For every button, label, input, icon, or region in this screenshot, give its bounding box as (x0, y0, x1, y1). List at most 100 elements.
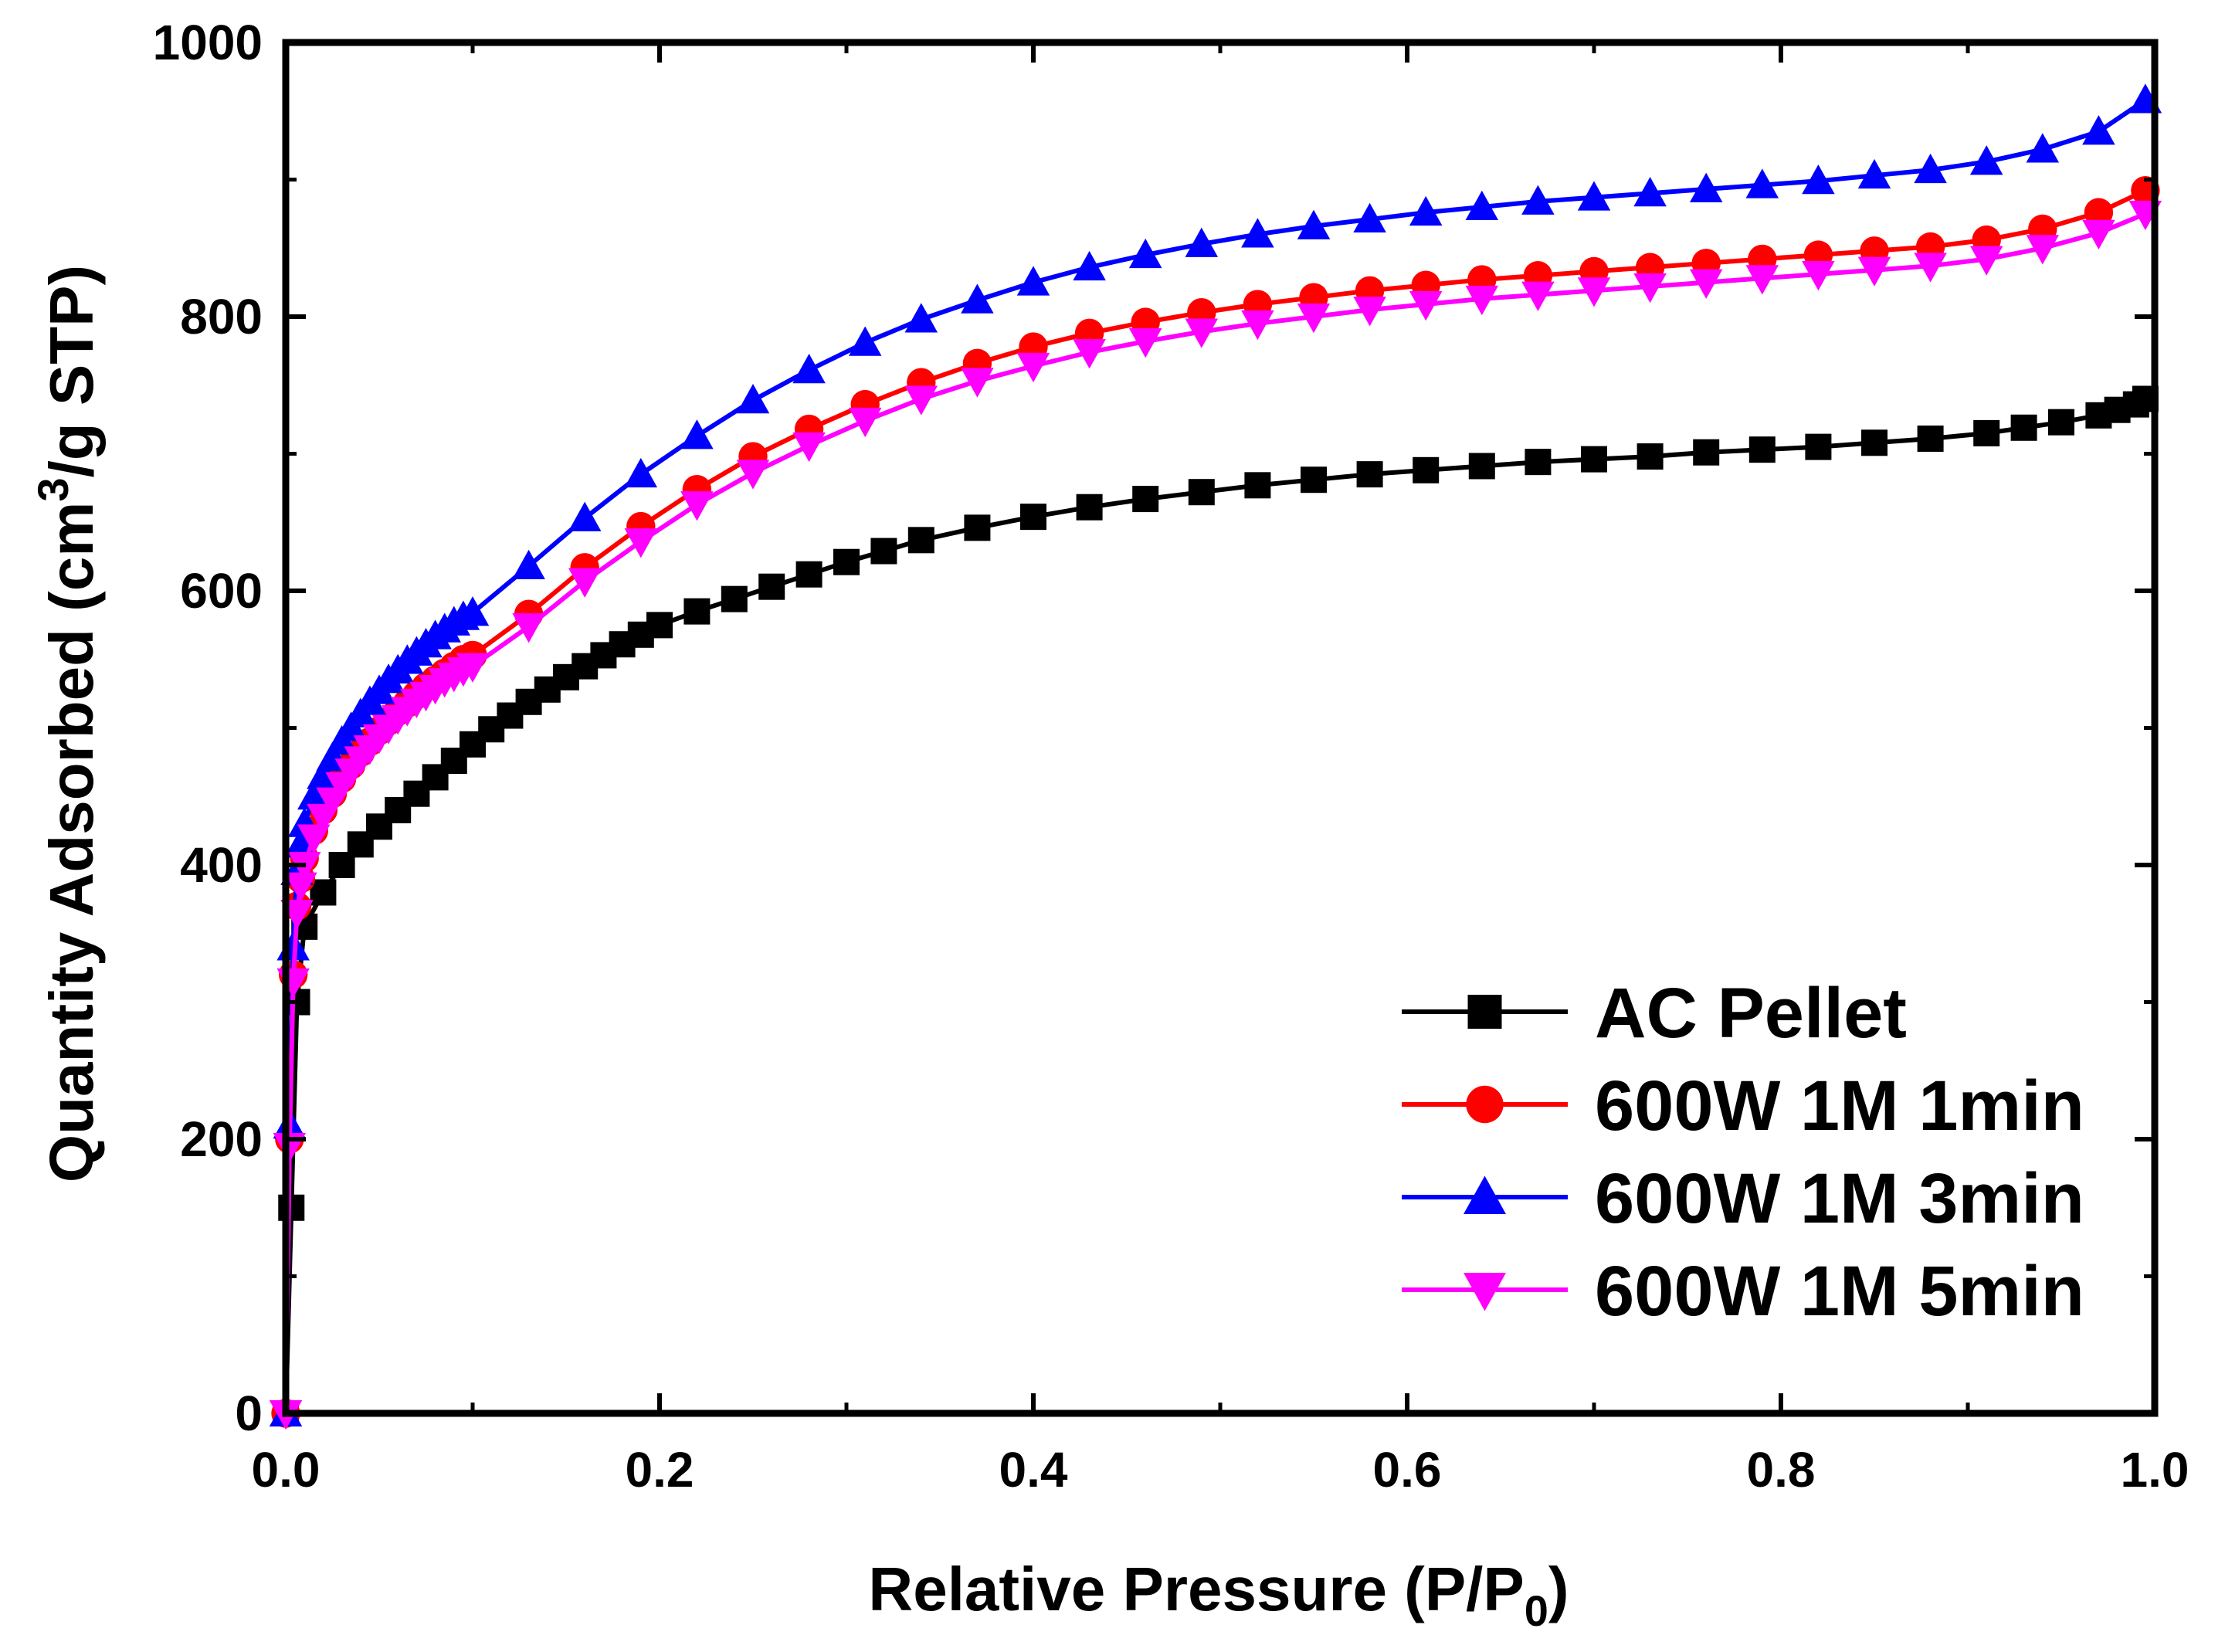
data-point-3-41 (1465, 285, 1499, 316)
y-tick-label: 600 (180, 563, 263, 619)
series-3 (269, 200, 2162, 1430)
y-tick-label: 0 (235, 1386, 263, 1441)
y-axis-title-superscript: 3 (29, 477, 77, 501)
legend-item-1: 600W 1M 1min (1402, 1067, 2084, 1145)
data-point-2-37 (1241, 218, 1274, 248)
data-point-0-49 (2010, 414, 2037, 441)
data-point-3-51 (2026, 235, 2060, 265)
data-point-2-35 (1128, 238, 1162, 269)
data-point-3-44 (1633, 273, 1667, 304)
series-2 (269, 83, 2162, 1426)
data-point-3-24 (512, 613, 545, 643)
y-axis-title-end: /g STP) (37, 265, 106, 478)
data-point-0-44 (1748, 436, 1776, 463)
data-point-3-4 (284, 872, 317, 902)
legend-label-2: 600W 1M 3min (1595, 1159, 2084, 1238)
x-tick-label: 0.0 (252, 1442, 321, 1498)
data-point-2-29 (792, 353, 826, 384)
data-point-3-25 (568, 568, 602, 598)
y-axis-title: Quantity Adsorbed (cm3/g STP) (29, 265, 106, 1182)
y-tick-label: 800 (180, 289, 263, 344)
data-point-0-43 (1693, 439, 1720, 466)
data-point-1-52 (2084, 198, 2114, 227)
data-point-3-36 (1185, 318, 1219, 348)
data-point-3-52 (2082, 219, 2115, 249)
data-point-3-6 (297, 824, 331, 854)
data-point-0-41 (1581, 446, 1607, 473)
data-point-0-47 (1917, 425, 1944, 452)
data-point-2-27 (680, 419, 714, 449)
data-point-0-39 (1468, 453, 1495, 480)
data-point-3-32 (961, 368, 994, 398)
data-point-3-38 (1297, 304, 1331, 334)
data-point-0-24 (721, 585, 748, 612)
data-point-0-28 (870, 538, 897, 565)
data-point-3-45 (1689, 269, 1723, 299)
legend-marker-1 (1466, 1085, 1504, 1124)
data-point-3-47 (1802, 260, 1835, 291)
series-0 (273, 385, 2159, 1426)
data-point-3-26 (624, 528, 658, 558)
data-point-2-51 (2026, 133, 2060, 163)
x-axis-title-main: Relative Pressure (P/P (868, 1555, 1524, 1623)
data-point-0-46 (1861, 429, 1888, 456)
data-point-0-50 (2048, 409, 2074, 436)
data-point-0-30 (964, 514, 991, 541)
data-point-0-22 (646, 612, 673, 639)
x-axis-title-subscript: 0 (1525, 1586, 1548, 1635)
data-point-2-28 (736, 384, 770, 414)
data-point-2-52 (2082, 115, 2115, 145)
data-point-0-25 (758, 573, 785, 600)
data-point-0-27 (833, 548, 860, 575)
data-point-0-40 (1525, 449, 1552, 476)
data-point-2-32 (961, 283, 994, 314)
data-point-2-30 (848, 326, 882, 356)
plot-content (269, 83, 2162, 1430)
data-point-3-23 (456, 653, 490, 683)
data-point-2-45 (1689, 172, 1723, 202)
data-point-0-34 (1188, 479, 1215, 506)
data-point-2-42 (1521, 185, 1555, 215)
legend-item-0: AC Pellet (1402, 974, 1907, 1053)
legend-label-1: 600W 1M 1min (1595, 1067, 2084, 1145)
data-point-3-40 (1409, 291, 1443, 321)
data-point-0-1 (278, 1194, 305, 1221)
data-point-0-26 (795, 561, 823, 588)
data-point-2-23 (456, 596, 490, 626)
data-point-0-4 (310, 879, 337, 906)
y-axis-title-main: Quantity Adsorbed (cm (37, 502, 106, 1183)
data-point-0-37 (1356, 461, 1383, 488)
legend-label-3: 600W 1M 5min (1595, 1252, 2084, 1331)
x-tick-label: 0.2 (626, 1442, 694, 1498)
data-point-2-34 (1073, 250, 1106, 281)
legend: AC Pellet 600W 1M 1min 600W 1M 3min 600W 1M… (1402, 974, 2084, 1331)
data-point-2-47 (1802, 165, 1835, 195)
data-point-3-48 (1857, 256, 1891, 287)
data-point-2-31 (904, 303, 938, 333)
axes: 0.0 0.2 0.4 0.6 0.8 1.0 0 200 400 600 800 1000 (153, 15, 2189, 1498)
data-point-2-44 (1633, 177, 1667, 207)
x-tick-label: 1.0 (2121, 1442, 2189, 1498)
data-point-0-23 (683, 598, 711, 625)
data-point-2-46 (1745, 168, 1779, 198)
data-point-3-28 (736, 460, 770, 490)
data-point-2-49 (1914, 153, 1947, 184)
legend-item-2: 600W 1M 3min (1402, 1159, 2084, 1238)
x-axis-title: Relative Pressure (P/P0) (868, 1555, 1569, 1635)
data-point-0-45 (1805, 433, 1832, 460)
data-point-3-29 (792, 432, 826, 463)
x-tick-label: 0.6 (1373, 1442, 1442, 1498)
x-axis-title-end: ) (1548, 1555, 1569, 1623)
data-point-2-33 (1016, 266, 1050, 296)
data-point-2-43 (1577, 181, 1611, 211)
data-point-2-41 (1465, 190, 1499, 220)
data-point-0-38 (1413, 456, 1440, 483)
data-point-3-30 (848, 407, 882, 438)
data-point-0-42 (1637, 443, 1664, 470)
data-point-3-33 (1016, 352, 1050, 383)
data-point-2-6 (297, 780, 331, 810)
data-point-2-50 (1969, 145, 2003, 175)
data-point-0-48 (1973, 419, 2000, 446)
data-point-2-40 (1409, 195, 1443, 226)
y-tick-label: 1000 (153, 15, 263, 70)
